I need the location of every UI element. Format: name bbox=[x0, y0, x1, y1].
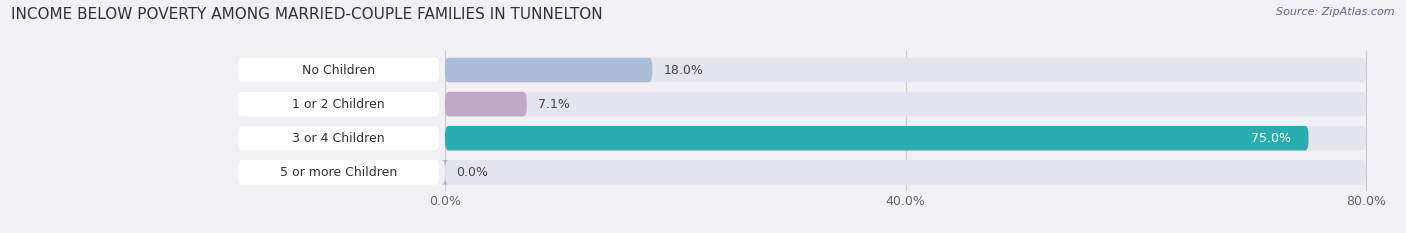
Text: 5 or more Children: 5 or more Children bbox=[280, 166, 396, 179]
Text: INCOME BELOW POVERTY AMONG MARRIED-COUPLE FAMILIES IN TUNNELTON: INCOME BELOW POVERTY AMONG MARRIED-COUPL… bbox=[11, 7, 603, 22]
FancyBboxPatch shape bbox=[444, 92, 1367, 116]
FancyBboxPatch shape bbox=[444, 58, 652, 82]
FancyBboxPatch shape bbox=[444, 160, 1367, 185]
FancyBboxPatch shape bbox=[441, 160, 449, 185]
FancyBboxPatch shape bbox=[238, 92, 439, 116]
FancyBboxPatch shape bbox=[444, 58, 1367, 82]
Text: 75.0%: 75.0% bbox=[1251, 132, 1291, 145]
FancyBboxPatch shape bbox=[238, 58, 439, 82]
FancyBboxPatch shape bbox=[444, 126, 1367, 151]
FancyBboxPatch shape bbox=[238, 160, 439, 185]
Text: 1 or 2 Children: 1 or 2 Children bbox=[292, 98, 385, 111]
Text: 7.1%: 7.1% bbox=[538, 98, 569, 111]
Text: No Children: No Children bbox=[302, 64, 375, 76]
FancyBboxPatch shape bbox=[444, 126, 1309, 151]
Text: Source: ZipAtlas.com: Source: ZipAtlas.com bbox=[1277, 7, 1395, 17]
FancyBboxPatch shape bbox=[238, 126, 439, 151]
Text: 3 or 4 Children: 3 or 4 Children bbox=[292, 132, 385, 145]
Text: 18.0%: 18.0% bbox=[664, 64, 703, 76]
Text: 0.0%: 0.0% bbox=[457, 166, 488, 179]
FancyBboxPatch shape bbox=[444, 92, 527, 116]
